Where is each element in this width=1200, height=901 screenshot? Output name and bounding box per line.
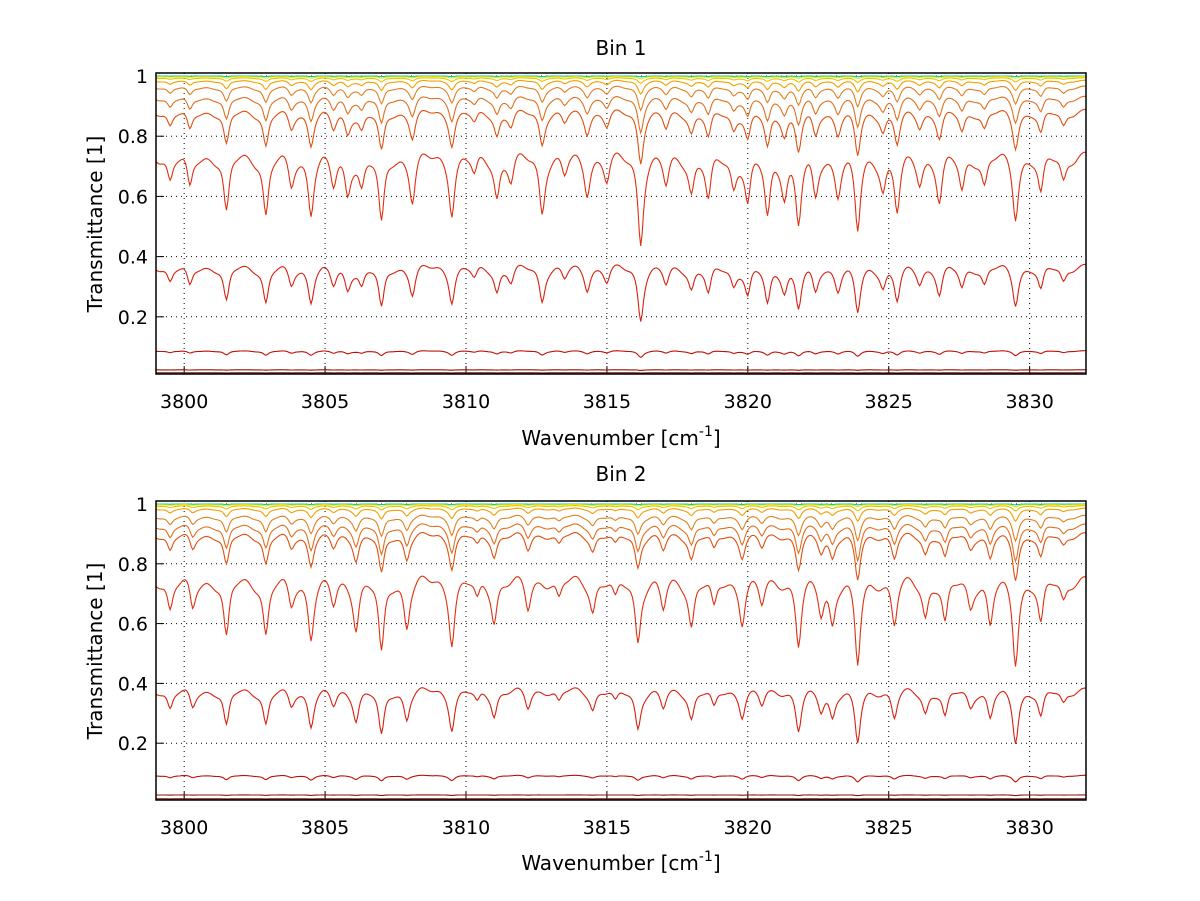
x-axis-label-main: Wavenumber [cm (521, 851, 699, 875)
x-axis-label: Wavenumber [cm-1] (521, 424, 720, 450)
y-tick-label: 0.6 (118, 186, 148, 208)
x-axis-label-superscript: -1 (699, 424, 713, 440)
series-lines (155, 75, 1087, 374)
y-tick-label: 0.4 (118, 247, 148, 269)
series-line (156, 76, 1086, 80)
x-tick-label: 3830 (1005, 391, 1053, 413)
series-line (156, 369, 1086, 371)
series-line (156, 503, 1086, 506)
series-line (155, 514, 1086, 543)
y-axis-label: Transmittance [1] (83, 563, 107, 741)
y-tick-label: 0.2 (118, 733, 148, 755)
series-line (155, 507, 1086, 523)
x-tick-labels: 3800 3805 3810 3815 3820 3825 3830 (160, 817, 1054, 839)
x-tick-label: 3825 (865, 391, 913, 413)
series-line (155, 85, 1087, 112)
y-tick-label: 0.8 (118, 126, 148, 148)
series-line (155, 531, 1087, 581)
series-line (155, 774, 1086, 783)
series-line (155, 79, 1087, 96)
series-line (156, 794, 1086, 797)
grid-lines (156, 73, 1086, 374)
x-tick-label: 3805 (301, 817, 349, 839)
y-tick-label: 1 (136, 494, 148, 516)
x-tick-label: 3820 (724, 817, 772, 839)
chart-title: Bin 1 (595, 36, 646, 60)
chart-title: Bin 2 (595, 462, 646, 486)
y-tick-label: 0.6 (118, 614, 148, 636)
axes-box (155, 72, 1087, 375)
x-tick-label: 3830 (1005, 817, 1053, 839)
series-line (155, 523, 1087, 564)
x-axis-label-end: ] (713, 426, 721, 450)
x-tick-label: 3815 (583, 391, 631, 413)
grid-lines (156, 501, 1086, 800)
x-axis-label-superscript: -1 (699, 849, 713, 865)
series-line (155, 95, 1087, 135)
x-tick-label: 3815 (583, 817, 631, 839)
y-tick-label: 1 (136, 66, 148, 88)
series-line (155, 108, 1087, 165)
series-line (155, 505, 1086, 512)
series-line (155, 151, 1087, 246)
x-tick-label: 3800 (160, 391, 208, 413)
x-axis-label-main: Wavenumber [cm (521, 426, 699, 450)
series-line (155, 575, 1087, 667)
y-tick-label: 0.8 (118, 554, 148, 576)
series-line (155, 77, 1086, 84)
subplot-bin-1: Bin 1 3800 3805 3810 3815 3820 3825 3830 0.20.… (83, 36, 1087, 450)
y-tick-labels: 0.2 0.4 0.6 0.8 1 (118, 494, 148, 755)
axes-box (155, 500, 1087, 801)
series-line (156, 75, 1086, 78)
x-tick-label: 3820 (724, 391, 772, 413)
series-lines (155, 503, 1087, 800)
series-line (155, 687, 1087, 744)
x-tick-label: 3810 (442, 391, 490, 413)
y-tick-labels: 0.2 0.4 0.6 0.8 1 (118, 66, 148, 329)
x-tick-label: 3800 (160, 817, 208, 839)
subplot-bin-2: Bin 2 3800 3805 3810 3815 3820 3825 3830 0.20.… (83, 462, 1087, 875)
x-tick-label: 3805 (301, 391, 349, 413)
x-axis-label: Wavenumber [cm-1] (521, 849, 720, 875)
y-axis-label: Transmittance [1] (83, 136, 107, 314)
x-tick-labels: 3800 3805 3810 3815 3820 3825 3830 (160, 391, 1054, 413)
x-axis-label-end: ] (713, 851, 721, 875)
series-line (155, 263, 1087, 322)
y-tick-label: 0.4 (118, 673, 148, 695)
series-line (155, 350, 1086, 359)
y-tick-label: 0.2 (118, 307, 148, 329)
x-tick-label: 3825 (865, 817, 913, 839)
series-line (156, 503, 1086, 508)
x-tick-label: 3810 (442, 817, 490, 839)
